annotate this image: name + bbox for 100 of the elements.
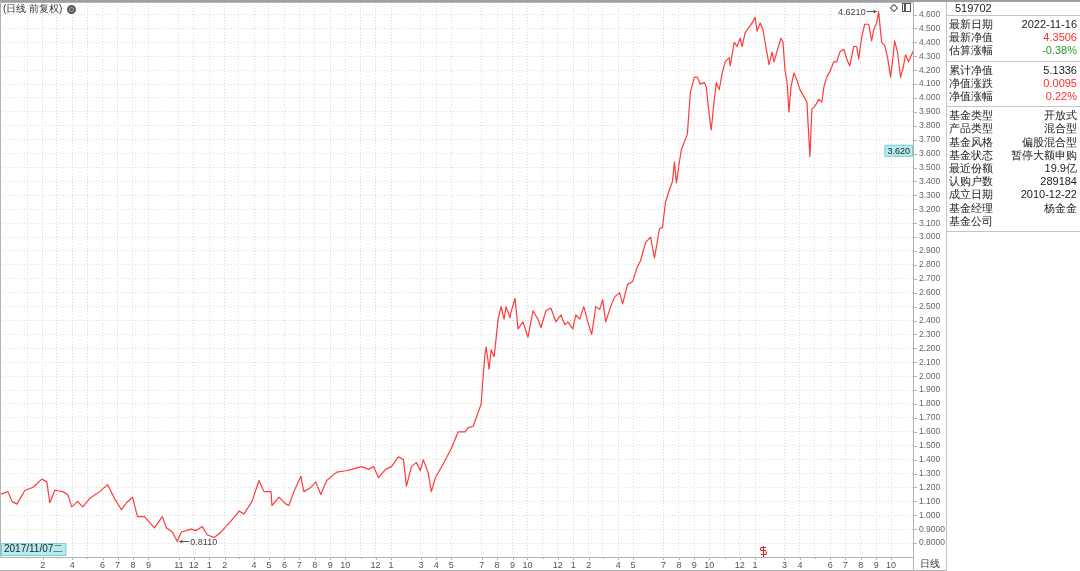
y-tick-label: 2.700: [919, 273, 941, 284]
annotation: 4.6210: [838, 7, 866, 18]
y-tick-label: 1.000: [919, 509, 941, 520]
text: 净值涨跌: [949, 76, 993, 91]
x-tick-label: 10: [886, 559, 897, 570]
y-tick-label: 3.600: [919, 147, 941, 158]
y-tick-label: 3.900: [919, 106, 941, 117]
text: -0.38%: [1042, 44, 1077, 58]
text: 累计净值: [949, 63, 993, 77]
text: 5.1336: [1043, 63, 1077, 77]
y-tick-label: 4.100: [919, 78, 941, 89]
x-tick-label: 4: [615, 559, 621, 570]
text: 基金风格: [949, 135, 993, 149]
chart-title: (日线 前复权): [3, 3, 63, 15]
y-tick-label: 3.100: [919, 217, 941, 228]
x-tick-label: 4: [251, 559, 257, 570]
x-tick-label: 9: [510, 559, 516, 570]
y-tick-label: 3.200: [919, 203, 941, 214]
x-tick-label: 7: [479, 559, 485, 570]
x-tick-label: 2: [586, 559, 592, 570]
x-tick-label: 11: [174, 559, 184, 570]
text: 最近份额: [949, 162, 993, 176]
x-tick-label: 1: [388, 559, 394, 570]
text: 基金类型: [949, 109, 993, 123]
x-tick-label: 8: [312, 559, 318, 570]
x-tick-label: 7: [842, 559, 848, 570]
y-tick-label: 3.300: [919, 189, 941, 200]
x-tick-label: 7: [115, 559, 121, 570]
x-tick-label: 9: [145, 559, 151, 570]
text: 偏股混合型: [1022, 135, 1077, 149]
y-tick-label: 2.200: [919, 342, 941, 353]
x-tick-label: 1: [206, 559, 212, 570]
y-tick-label: 4.600: [919, 8, 941, 19]
y-tick-label: 0.9000: [919, 523, 946, 534]
x-tick-label: 10: [522, 559, 533, 570]
x-tick-label: 10: [704, 559, 715, 570]
text: 289184: [1040, 175, 1077, 189]
text: 开放式: [1044, 109, 1077, 123]
x-tick-label: 9: [327, 559, 333, 570]
x-tick-label: 12: [552, 559, 563, 570]
text: 暂停大额申购: [1011, 148, 1077, 163]
annotation: 3.620: [887, 145, 910, 156]
y-tick-label: 1.200: [919, 481, 941, 492]
annotation: 0.8110: [190, 537, 218, 548]
x-tick-label: 2: [222, 559, 228, 570]
y-tick-label: 0.8000: [919, 537, 946, 548]
x-tick-label: 6: [100, 559, 106, 570]
text: 基金经理: [949, 201, 993, 215]
x-tick-label: 7: [660, 559, 666, 570]
text: 日线: [920, 558, 940, 570]
text: 最新日期: [949, 18, 993, 32]
x-tick-label: 5: [448, 559, 454, 570]
x-tick-label: 2: [40, 559, 46, 570]
x-tick-label: 3: [418, 559, 424, 570]
text: 产品类型: [949, 122, 993, 136]
x-tick-label: 7: [296, 559, 302, 570]
x-tick-label: 4: [797, 559, 803, 570]
text: 基金状态: [949, 148, 993, 163]
x-tick-label: 5: [630, 559, 636, 570]
x-tick-label: 8: [676, 559, 682, 570]
y-tick-label: 4.200: [919, 64, 941, 75]
text: 成立日期: [949, 188, 993, 202]
y-tick-label: 1.400: [919, 453, 941, 464]
y-tick-label: 1.100: [919, 495, 941, 506]
text: 19.9亿: [1044, 162, 1077, 176]
y-tick-label: 2.600: [919, 287, 941, 298]
y-tick-label: 3.500: [919, 161, 941, 172]
x-tick-label: 3: [781, 559, 787, 570]
x-tick-label: 4: [433, 559, 439, 570]
text: 最新净值: [949, 31, 993, 45]
x-tick-label: 8: [858, 559, 864, 570]
x-tick-label: 8: [130, 559, 136, 570]
y-tick-label: 4.400: [919, 36, 941, 47]
y-tick-label: 2.900: [919, 245, 941, 256]
text: 认购户数: [949, 175, 993, 189]
text: 净值涨幅: [949, 90, 993, 104]
y-tick-label: 1.900: [919, 384, 941, 395]
y-tick-label: 2.500: [919, 300, 941, 311]
x-tick-label: 12: [188, 559, 199, 570]
x-tick-label: 4: [69, 559, 75, 570]
x-tick-label: 1: [570, 559, 576, 570]
y-tick-label: 4.000: [919, 92, 941, 103]
y-tick-label: 1.500: [919, 440, 941, 451]
y-tick-label: 4.300: [919, 50, 941, 61]
text: 杨金金: [1044, 201, 1077, 215]
x-tick-label: 6: [827, 559, 833, 570]
text: 估算涨幅: [949, 44, 993, 58]
x-tick-label: 12: [370, 559, 381, 570]
y-tick-label: 2.800: [919, 259, 941, 270]
x-tick-label: 10: [340, 559, 351, 570]
x-tick-label: 6: [281, 559, 287, 570]
x-tick-label: 9: [873, 559, 879, 570]
text: 2010-12-22: [1020, 188, 1077, 202]
text: 4.3506: [1043, 31, 1077, 45]
y-tick-label: 1.800: [919, 398, 941, 409]
text: 0.0095: [1043, 76, 1077, 91]
y-tick-label: 1.300: [919, 467, 941, 478]
text: 519702: [947, 0, 1080, 16]
text: 2022-11-16: [1021, 18, 1077, 32]
x-tick-label: 5: [266, 559, 272, 570]
